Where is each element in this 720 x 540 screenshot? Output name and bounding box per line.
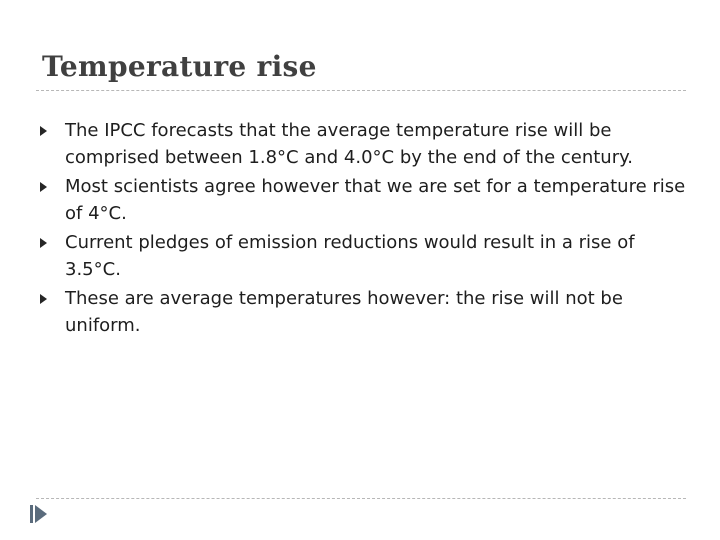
triangle-bullet-icon <box>40 182 47 192</box>
triangle-bullet-icon <box>40 294 47 304</box>
bullet-item: Most scientists agree however that we ar… <box>40 173 688 227</box>
triangle-bullet-icon <box>40 238 47 248</box>
nav-arrow-triangle <box>35 505 47 523</box>
nav-arrow-bar <box>30 505 33 523</box>
title-divider <box>36 90 686 91</box>
bullet-item: Current pledges of emission reductions w… <box>40 229 688 283</box>
nav-arrow-icon[interactable] <box>30 503 48 525</box>
bullet-text: These are average temperatures however: … <box>65 288 623 336</box>
bullet-text: Most scientists agree however that we ar… <box>65 176 686 224</box>
bullet-text: Current pledges of emission reductions w… <box>65 232 635 280</box>
bullet-text: The IPCC forecasts that the average temp… <box>65 120 633 168</box>
triangle-bullet-icon <box>40 126 47 136</box>
bullet-list: The IPCC forecasts that the average temp… <box>40 117 688 341</box>
bullet-item: The IPCC forecasts that the average temp… <box>40 117 688 171</box>
bullet-item: These are average temperatures however: … <box>40 285 688 339</box>
footer-divider <box>36 498 686 499</box>
slide-title: Temperature rise <box>42 50 317 83</box>
